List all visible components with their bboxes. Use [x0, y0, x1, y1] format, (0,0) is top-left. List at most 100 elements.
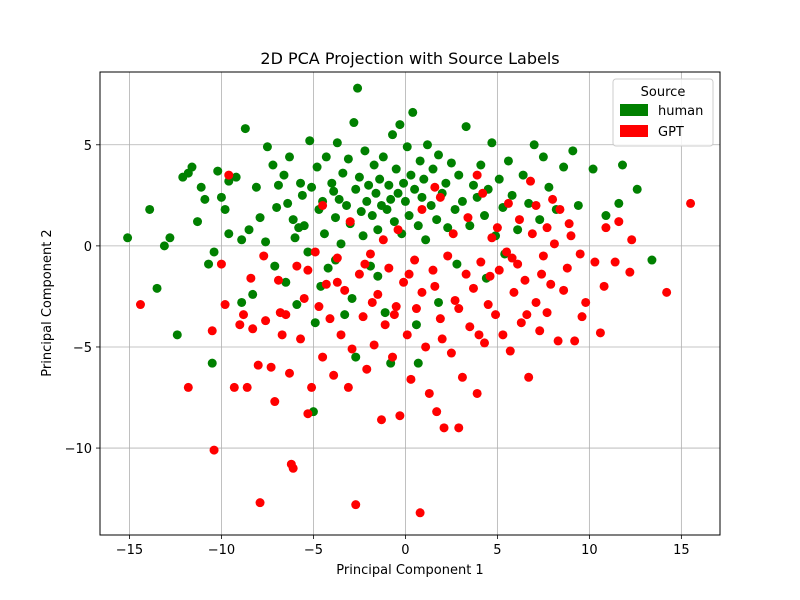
data-point-gpt: [480, 338, 490, 348]
data-point-gpt: [384, 263, 394, 273]
data-point-gpt: [570, 336, 580, 346]
data-point-gpt: [388, 352, 398, 362]
data-point-gpt: [273, 275, 283, 285]
data-point-gpt: [581, 297, 591, 307]
data-point-human: [395, 120, 405, 130]
data-point-human: [354, 172, 364, 182]
data-point-gpt: [531, 200, 541, 210]
data-point-human: [388, 130, 398, 140]
legend-title: Source: [641, 85, 686, 100]
data-point-gpt: [430, 281, 440, 291]
data-point-human: [244, 225, 254, 235]
data-point-human: [187, 162, 197, 172]
data-point-human: [373, 271, 383, 281]
data-point-gpt: [538, 251, 548, 261]
data-point-gpt: [299, 293, 309, 303]
data-point-human: [441, 178, 451, 188]
data-point-human: [251, 182, 261, 192]
data-point-gpt: [332, 277, 342, 287]
x-tick-label: 10: [581, 543, 598, 558]
data-point-gpt: [345, 217, 355, 227]
data-point-human: [327, 178, 337, 188]
data-point-human: [351, 352, 361, 362]
data-point-human: [172, 330, 182, 340]
data-point-human: [371, 188, 381, 198]
data-point-gpt: [318, 200, 328, 210]
data-point-gpt: [378, 235, 388, 245]
data-point-human: [375, 174, 385, 184]
data-point-human: [213, 166, 223, 176]
legend-swatch-human: [620, 104, 648, 116]
data-point-gpt: [443, 251, 453, 261]
data-point-gpt: [410, 255, 420, 265]
data-point-gpt: [472, 388, 482, 398]
legend-label-human: human: [658, 104, 703, 119]
data-point-human: [273, 180, 283, 190]
y-tick-label: 5: [84, 139, 92, 154]
data-point-gpt: [662, 287, 672, 297]
data-point-gpt: [454, 423, 464, 433]
data-point-human: [402, 142, 412, 152]
data-point-gpt: [514, 215, 524, 225]
data-point-human: [614, 198, 624, 208]
data-point-gpt: [275, 308, 285, 318]
data-point-gpt: [610, 257, 620, 267]
data-point-human: [283, 198, 293, 208]
data-point-gpt: [399, 277, 409, 287]
data-point-gpt: [513, 259, 523, 269]
data-point-gpt: [329, 370, 339, 380]
data-point-gpt: [542, 223, 552, 233]
legend-swatch-gpt: [620, 125, 648, 137]
data-point-human: [408, 107, 418, 117]
data-point-human: [378, 152, 388, 162]
data-point-gpt: [502, 247, 512, 257]
data-point-gpt: [365, 249, 375, 259]
data-point-gpt: [454, 304, 464, 314]
data-point-human: [476, 160, 486, 170]
data-point-gpt: [476, 257, 486, 267]
data-point-gpt: [248, 324, 258, 334]
data-point-gpt: [531, 297, 541, 307]
data-point-human: [413, 358, 423, 368]
data-point-human: [434, 150, 444, 160]
legend: Source human GPT: [612, 78, 714, 147]
data-point-gpt: [505, 346, 515, 356]
data-point-gpt: [542, 308, 552, 318]
data-point-human: [224, 229, 234, 239]
data-point-human: [336, 239, 346, 249]
data-point-gpt: [209, 445, 219, 455]
data-point-human: [353, 83, 363, 93]
data-point-gpt: [270, 397, 280, 407]
data-point-human: [428, 164, 438, 174]
data-point-gpt: [369, 340, 379, 350]
data-point-gpt: [362, 364, 372, 374]
data-point-human: [434, 297, 444, 307]
data-point-gpt: [417, 287, 427, 297]
data-point-gpt: [358, 312, 368, 322]
data-point-gpt: [325, 314, 335, 324]
data-point-human: [399, 178, 409, 188]
data-point-human: [362, 196, 372, 206]
data-point-human: [343, 154, 353, 164]
data-point-gpt: [478, 188, 488, 198]
x-tick-label: 5: [493, 543, 501, 558]
data-point-human: [391, 164, 401, 174]
data-point-human: [178, 172, 188, 182]
data-point-human: [389, 217, 399, 227]
data-point-gpt: [566, 231, 576, 241]
data-point-gpt: [487, 233, 497, 243]
data-point-gpt: [625, 267, 635, 277]
data-point-human: [312, 162, 322, 172]
y-tick-label: 0: [84, 240, 92, 255]
data-point-gpt: [303, 409, 313, 419]
data-point-human: [323, 263, 333, 273]
x-axis-label: Principal Component 1: [336, 563, 483, 578]
data-point-human: [513, 225, 523, 235]
data-point-human: [209, 247, 219, 257]
data-point-human: [538, 152, 548, 162]
data-point-human: [152, 283, 162, 293]
data-point-human: [270, 261, 280, 271]
data-point-gpt: [367, 297, 377, 307]
data-point-gpt: [347, 344, 357, 354]
data-point-human: [452, 259, 462, 269]
